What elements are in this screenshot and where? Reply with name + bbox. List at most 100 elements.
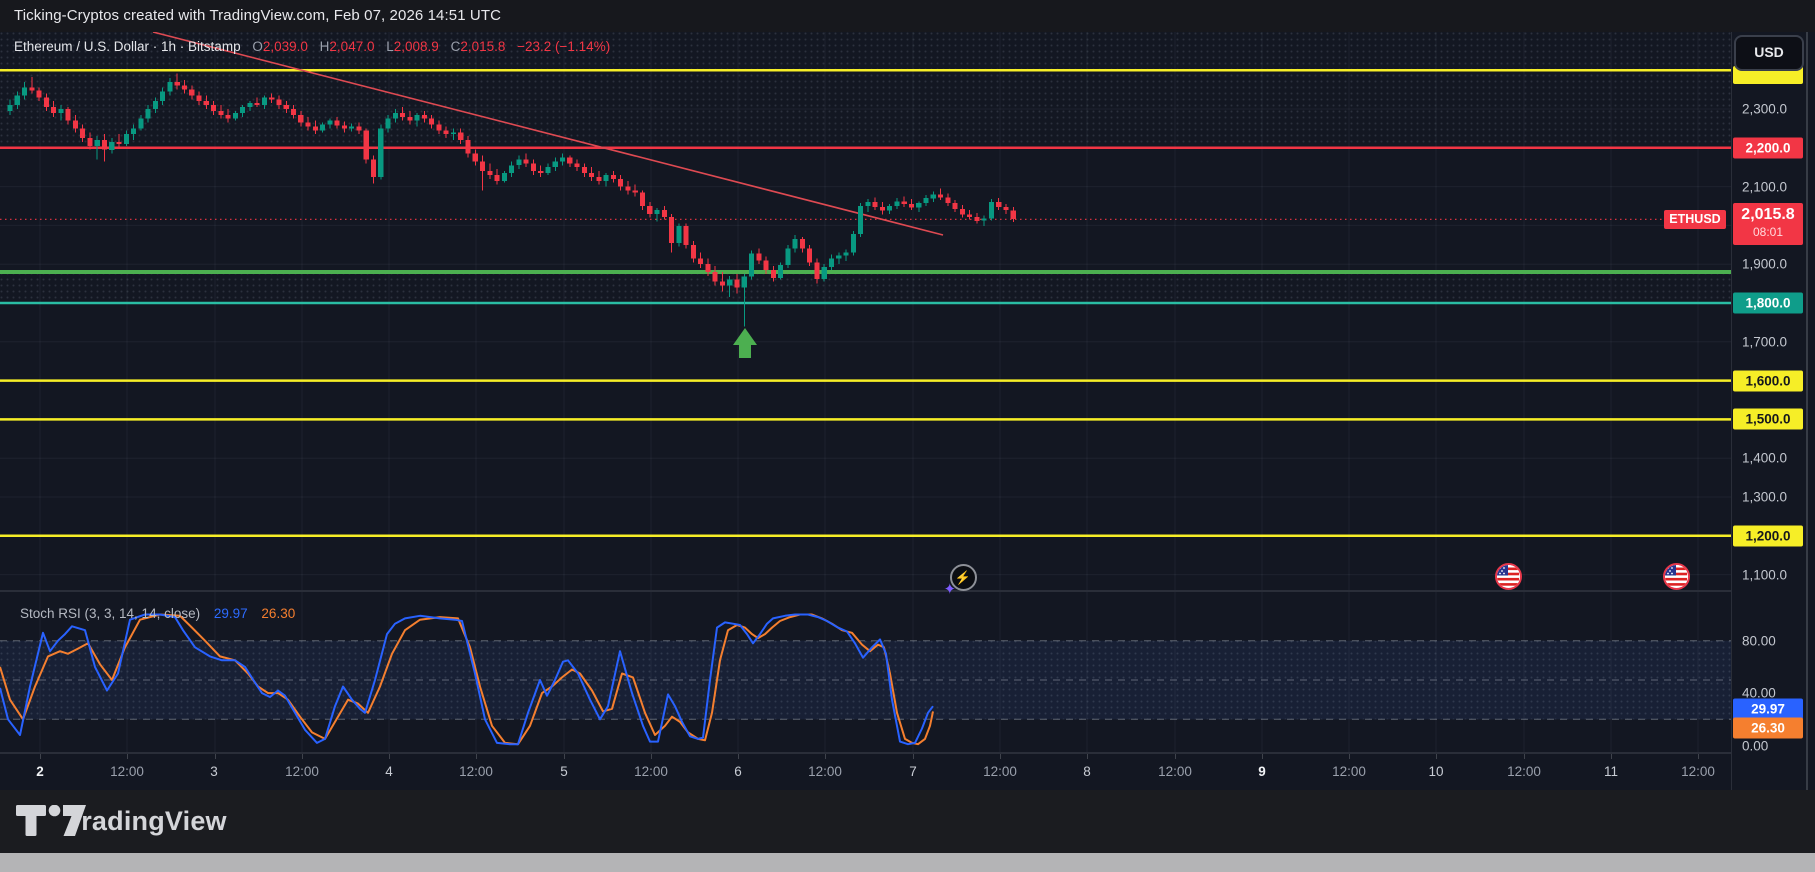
price-level-badge: 1,600.0 <box>1733 370 1803 392</box>
time-tick <box>912 754 914 759</box>
time-tick <box>825 754 827 759</box>
price-axis-label: 1,100.0 <box>1742 567 1788 583</box>
pane-separator[interactable] <box>0 590 1731 592</box>
price-level-badge: 1,500.0 <box>1733 408 1803 430</box>
price-axis-label: 1,900.0 <box>1742 256 1788 272</box>
price-axis-label: 2,100.0 <box>1742 179 1788 195</box>
time-axis-label: 12:00 <box>110 764 144 779</box>
stoch-axis-label: 80.00 <box>1742 633 1776 649</box>
time-tick <box>301 754 303 759</box>
stoch-k-value: 29.97 <box>213 606 248 621</box>
low-value: 2,008.9 <box>393 39 439 54</box>
price-axis-label: 1,300.0 <box>1742 489 1788 505</box>
high-value: 2,047.0 <box>329 39 375 54</box>
time-tick <box>214 754 216 759</box>
time-axis-label: 12:00 <box>808 764 842 779</box>
time-axis-label: 12:00 <box>634 764 668 779</box>
time-tick <box>563 754 565 759</box>
dotted-fill-zones <box>0 32 1731 303</box>
time-axis[interactable]: 2 12:00 3 12:00 4 12:00 5 12:00 6 12:00 7 12:00 8 12:… <box>0 754 1731 790</box>
time-axis-label: 9 <box>1258 764 1266 779</box>
time-tick <box>1523 754 1525 759</box>
time-tick <box>1349 754 1351 759</box>
stoch-band-lines <box>0 640 1731 720</box>
time-axis-label: 12:00 <box>285 764 319 779</box>
stoch-axis-label: 0.00 <box>1742 738 1769 753</box>
time-axis-label: 12:00 <box>1507 764 1541 779</box>
time-tick <box>40 754 41 759</box>
time-tick <box>127 754 129 759</box>
time-tick <box>1698 754 1700 759</box>
time-axis-label: 10 <box>1428 764 1444 779</box>
stoch-rsi-legend: Stoch RSI (3, 3, 14, 14, close) 29.97 26… <box>20 606 295 621</box>
time-axis-label: 8 <box>1083 764 1091 779</box>
time-axis-label: 3 <box>210 764 218 779</box>
time-tick <box>389 754 391 759</box>
currency-toggle-button[interactable]: USD <box>1734 35 1804 71</box>
time-axis-label: 12:00 <box>983 764 1017 779</box>
price-axis[interactable]: USD 2,015.8 08:01 2,300.0 2,100.0 1,900.0 1… <box>1731 32 1815 790</box>
time-axis-label: 12:00 <box>1158 764 1192 779</box>
symbol-legend: Ethereum / U.S. Dollar · 1h · Bitstamp O… <box>14 39 610 54</box>
us-flag-event-icon[interactable] <box>1494 562 1522 590</box>
time-tick <box>1174 754 1176 759</box>
symbol-price-line-label: ETHUSD <box>1664 210 1726 229</box>
time-axis-label: 12:00 <box>1681 764 1715 779</box>
close-value: 2,015.8 <box>460 39 506 54</box>
last-price-value: 2,015.8 <box>1741 206 1795 223</box>
stoch-rsi-title[interactable]: Stoch RSI (3, 3, 14, 14, close) <box>20 606 201 621</box>
stoch-k-badge: 29.97 <box>1733 698 1803 720</box>
time-tick <box>738 754 740 759</box>
stoch-axis-label: 40.00 <box>1742 685 1776 701</box>
stoch-k-line <box>0 613 934 746</box>
price-axis-label: 2,300.0 <box>1742 101 1788 117</box>
axis-edge-line <box>1806 32 1808 790</box>
time-axis-label: 6 <box>734 764 742 779</box>
time-axis-label: 2 <box>36 764 44 779</box>
time-tick <box>1087 754 1089 759</box>
open-label: O <box>252 39 263 54</box>
price-level-badge: 1,800.0 <box>1733 292 1803 314</box>
price-axis-label: 1,700.0 <box>1742 334 1788 350</box>
candlestick-series <box>7 73 1016 327</box>
pane-separator[interactable] <box>0 752 1731 754</box>
high-label: H <box>319 39 330 54</box>
attribution-bar: Ticking-Cryptos created with TradingView… <box>0 0 1815 33</box>
time-tick <box>476 754 478 759</box>
descending-trendline[interactable] <box>152 32 944 236</box>
logo-row: TradingView <box>0 790 1815 853</box>
stoch-d-badge: 26.30 <box>1733 717 1803 738</box>
time-axis-label: 7 <box>909 764 917 779</box>
attribution-text: Ticking-Cryptos created with TradingView… <box>14 7 502 24</box>
us-flag-event-icon[interactable] <box>1662 562 1690 590</box>
stoch-rsi-pane[interactable] <box>0 592 1731 752</box>
sparkle-icon: ✦ <box>943 580 957 598</box>
time-axis-label: 5 <box>560 764 568 779</box>
horizontal-level-lines[interactable] <box>0 68 1731 538</box>
symbol-title[interactable]: Ethereum / U.S. Dollar · 1h · Bitstamp <box>14 39 241 54</box>
low-label: L <box>386 39 394 54</box>
time-tick <box>1261 754 1263 759</box>
time-tick <box>1610 754 1612 759</box>
close-label: C <box>450 39 461 54</box>
time-axis-label: 12:00 <box>1332 764 1366 779</box>
stoch-d-value: 26.30 <box>261 606 296 621</box>
candle-countdown: 08:01 <box>1752 225 1784 239</box>
time-axis-label: 12:00 <box>459 764 493 779</box>
time-tick <box>1436 754 1438 759</box>
price-pane[interactable] <box>0 32 1731 590</box>
tradingview-logo-text[interactable]: TradingView <box>66 806 227 836</box>
lightning-event-icon[interactable]: ⚡ ✦ <box>944 563 977 598</box>
buy-signal-arrow[interactable] <box>733 328 757 358</box>
open-value: 2,039.0 <box>262 39 308 54</box>
time-axis-label: 4 <box>385 764 393 779</box>
price-axis-label: 1,400.0 <box>1742 450 1788 466</box>
time-axis-label: 11 <box>1603 764 1619 779</box>
time-tick <box>999 754 1001 759</box>
price-level-badge: 1,200.0 <box>1733 525 1803 547</box>
bottom-scrollbar <box>0 853 1815 872</box>
last-price-badge: 2,015.8 08:01 <box>1733 203 1803 245</box>
tradingview-logo-icon[interactable] <box>16 805 88 837</box>
price-level-badge: 2,200.0 <box>1733 137 1803 159</box>
